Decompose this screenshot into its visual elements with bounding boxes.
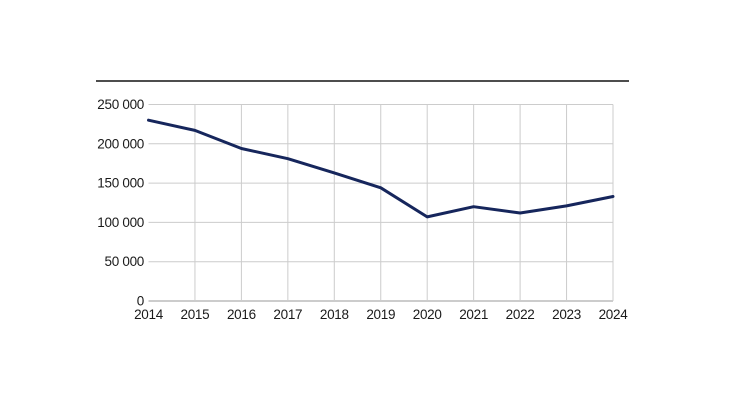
x-tick-label: 2015 [181,307,210,322]
top-divider [96,80,629,82]
y-tick-label: 150 000 [97,176,144,191]
x-tick-label: 2021 [459,307,488,322]
y-tick-label: 200 000 [97,136,144,151]
x-tick-label: 2017 [273,307,302,322]
y-tick-label: 0 [137,294,144,309]
x-tick-label: 2023 [552,307,581,322]
x-tick-label: 2024 [599,307,629,322]
y-tick-label: 250 000 [97,97,144,112]
y-tick-label: 100 000 [97,215,144,230]
x-tick-label: 2019 [366,307,395,322]
x-tick-label: 2014 [134,307,164,322]
x-tick-label: 2016 [227,307,256,322]
x-tick-label: 2018 [320,307,349,322]
y-tick-label: 50 000 [105,254,145,269]
data-series-line [147,118,615,219]
x-tick-label: 2020 [413,307,442,322]
x-tick-label: 2022 [506,307,535,322]
